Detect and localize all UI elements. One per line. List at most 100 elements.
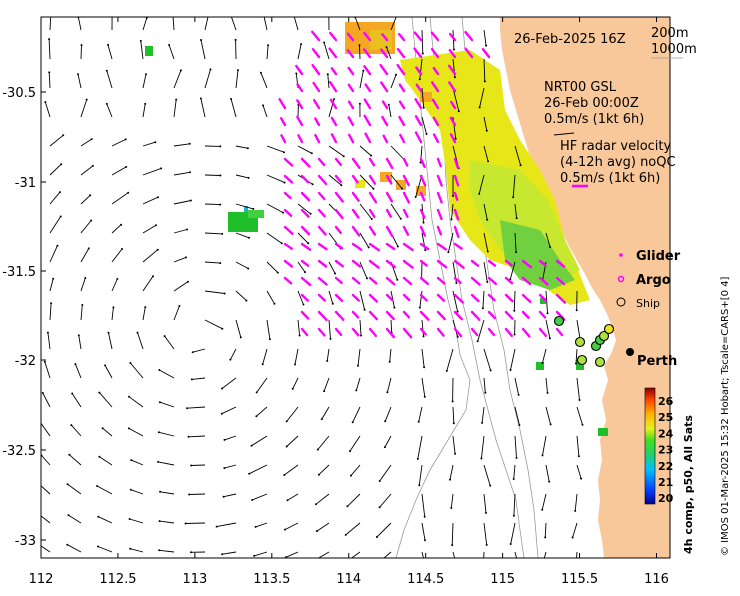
current-vector-head xyxy=(333,98,335,100)
x-tick-label: 112.5 xyxy=(99,572,136,587)
current-vector-head xyxy=(39,421,41,423)
current-vector-head xyxy=(188,494,190,496)
current-vector-head xyxy=(251,445,253,447)
current-vector-head xyxy=(248,237,250,239)
credit-label: © IMOS 01-Mar-2025 15:32 Hobart; Tscale=… xyxy=(720,276,731,556)
current-vector-head xyxy=(68,454,70,456)
current-vector-head xyxy=(210,68,212,70)
current-vector-head xyxy=(97,516,99,518)
current-vector-head xyxy=(92,165,94,167)
current-vector-head xyxy=(417,458,419,460)
current-vector xyxy=(205,204,220,205)
current-vector-head xyxy=(130,459,132,461)
current-vector-head xyxy=(283,151,285,153)
current-vector-head xyxy=(549,337,551,339)
current-vector-head xyxy=(186,407,188,409)
argo-legend-label: Argo xyxy=(636,273,671,288)
current-vector-head xyxy=(401,188,403,190)
current-vector-head xyxy=(78,334,80,336)
current-vector-head xyxy=(260,72,262,74)
current-vector-head xyxy=(386,46,388,48)
x-tick-label: 112 xyxy=(29,572,54,587)
current-vector-head xyxy=(486,219,488,221)
current-vector-head xyxy=(129,548,131,550)
current-vector-head xyxy=(542,362,544,364)
current-vector-head xyxy=(513,515,515,517)
current-vector-head xyxy=(284,529,286,531)
perth-label: Perth xyxy=(637,354,677,369)
current-vector-head xyxy=(106,103,108,105)
current-vector-head xyxy=(512,196,514,198)
current-vector-head xyxy=(294,363,296,365)
current-vector xyxy=(205,175,220,176)
x-tick-label: 115 xyxy=(490,572,515,587)
current-vector-head xyxy=(388,104,390,106)
current-vector-head xyxy=(187,281,189,283)
x-tick-label: 115.5 xyxy=(561,572,598,587)
current-vector-head xyxy=(36,542,38,544)
current-vector-head xyxy=(328,13,330,15)
current-vector-head xyxy=(120,224,122,226)
current-vector-head xyxy=(221,388,223,390)
current-vector-head xyxy=(192,351,194,353)
current-vector-head xyxy=(60,216,62,218)
current-vector-head xyxy=(379,480,381,482)
current-vector-head xyxy=(68,514,70,516)
current-vector-head xyxy=(91,138,93,140)
current-vector-head xyxy=(112,306,114,308)
current-vector-head xyxy=(418,484,420,486)
current-vector-head xyxy=(224,439,226,441)
current-vector-head xyxy=(128,396,130,398)
current-vector-head xyxy=(125,138,127,140)
current-vector-head xyxy=(269,338,271,340)
current-vector-head xyxy=(393,307,395,309)
current-vector-head xyxy=(423,335,425,337)
current-vector-head xyxy=(81,304,83,306)
current-vector-head xyxy=(223,496,225,498)
current-vector-head xyxy=(578,455,580,457)
colorbar-tick-label: 21 xyxy=(658,476,673,489)
current-vector-head xyxy=(252,208,254,210)
current-vector-head xyxy=(108,332,110,334)
current-vector-head xyxy=(60,163,62,165)
current-vector-head xyxy=(129,362,131,364)
current-vector-head xyxy=(90,220,92,222)
current-vector-head xyxy=(50,13,52,15)
current-vector-head xyxy=(219,175,221,177)
current-vector-head xyxy=(548,481,550,483)
current-vector-head xyxy=(283,474,285,476)
current-vector-head xyxy=(224,293,226,295)
current-vector-head xyxy=(316,530,318,532)
current-vector-head xyxy=(397,246,399,248)
current-vector-head xyxy=(221,553,223,555)
current-vector-head xyxy=(248,473,250,475)
current-vector-head xyxy=(180,69,182,71)
current-vector-head xyxy=(230,98,232,100)
current-vector-head xyxy=(311,152,313,154)
current-vector-head xyxy=(277,272,279,274)
x-tick-label: 114.5 xyxy=(407,572,444,587)
current-vector-head xyxy=(129,518,131,520)
current-vector-head xyxy=(66,544,68,546)
current-vector-head xyxy=(200,39,202,41)
current-vector-head xyxy=(446,370,448,372)
current-vector-head xyxy=(518,394,520,396)
current-vector-head xyxy=(158,431,160,433)
current-vector-head xyxy=(510,369,512,371)
current-vector-head xyxy=(518,424,520,426)
colorbar xyxy=(645,388,655,504)
current-vector-head xyxy=(144,306,146,308)
current-vector-head xyxy=(125,166,127,168)
current-vector-head xyxy=(219,262,221,264)
current-vector-head xyxy=(96,485,98,487)
current-vector-head xyxy=(158,369,160,371)
current-vector-head xyxy=(221,328,223,330)
current-vector-head xyxy=(327,73,329,75)
current-vector-head xyxy=(190,465,192,467)
current-vector-head xyxy=(189,143,191,145)
current-vector-head xyxy=(368,246,370,248)
current-vector-head xyxy=(482,568,484,570)
ship-legend-label: Ship xyxy=(636,297,660,310)
current-vector-head xyxy=(490,369,492,371)
current-vector-head xyxy=(371,218,373,220)
